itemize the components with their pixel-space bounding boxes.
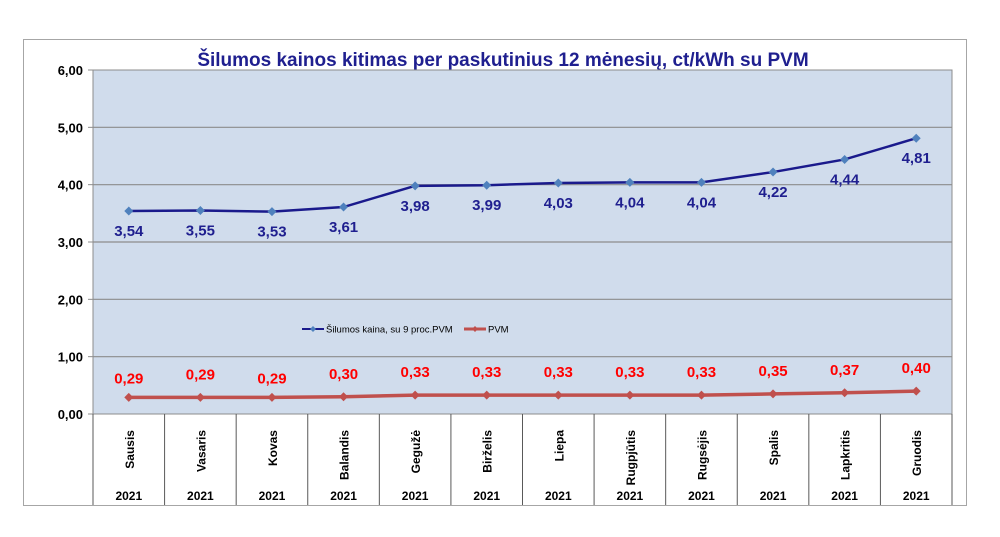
data-point xyxy=(911,386,921,396)
data-label: 0,29 xyxy=(186,366,215,383)
data-point xyxy=(339,202,349,212)
data-point xyxy=(696,390,706,400)
data-label: 0,29 xyxy=(257,370,286,387)
data-point xyxy=(195,205,205,215)
data-label: 3,98 xyxy=(401,198,430,215)
y-tick-label: 4,00 xyxy=(58,178,83,193)
y-tick-label: 3,00 xyxy=(58,235,83,250)
data-point xyxy=(625,390,635,400)
data-label: 3,55 xyxy=(186,222,215,239)
data-point xyxy=(482,390,492,400)
y-tick-label: 0,00 xyxy=(58,407,83,422)
data-point xyxy=(267,207,277,217)
data-point xyxy=(553,178,563,188)
data-point xyxy=(768,167,778,177)
data-label: 4,22 xyxy=(758,184,787,201)
data-label: 0,33 xyxy=(615,364,644,381)
data-point xyxy=(410,181,420,191)
data-point xyxy=(840,388,850,398)
chart-title: Šilumos kainos kitimas per paskutinius 1… xyxy=(197,49,808,71)
legend-marker xyxy=(310,326,316,332)
data-label: 0,33 xyxy=(544,364,573,381)
data-label: 4,04 xyxy=(615,194,645,211)
data-label: 0,33 xyxy=(401,364,430,381)
y-tick-label: 2,00 xyxy=(58,292,83,307)
year-label: 2021 xyxy=(688,489,715,503)
legend-marker xyxy=(472,326,478,332)
x-tick-label: Sausis xyxy=(123,430,137,469)
data-label: 3,54 xyxy=(114,223,144,240)
year-label: 2021 xyxy=(903,489,930,503)
y-tick-label: 1,00 xyxy=(58,350,83,365)
data-point xyxy=(410,390,420,400)
data-label: 4,03 xyxy=(544,195,573,212)
year-label: 2021 xyxy=(545,489,572,503)
data-label: 4,44 xyxy=(830,171,860,188)
x-tick-label: Spalis xyxy=(767,430,781,466)
year-label: 2021 xyxy=(831,489,858,503)
year-label: 2021 xyxy=(402,489,429,503)
data-label: 3,53 xyxy=(257,224,286,241)
x-tick-label: Balandis xyxy=(338,430,352,480)
year-label: 2021 xyxy=(617,489,644,503)
data-point xyxy=(768,389,778,399)
data-label: 0,29 xyxy=(114,370,143,387)
data-point xyxy=(482,180,492,190)
year-label: 2021 xyxy=(187,489,214,503)
series-line-0 xyxy=(128,137,917,213)
data-point xyxy=(911,133,921,143)
data-label: 4,04 xyxy=(687,194,717,211)
data-point xyxy=(339,392,349,402)
year-label: 2021 xyxy=(115,489,142,503)
data-label: 3,61 xyxy=(329,219,358,236)
data-label: 0,33 xyxy=(687,364,716,381)
legend: Šilumos kaina, su 9 proc.PVM PVM xyxy=(302,325,509,336)
data-point xyxy=(124,206,134,216)
data-point xyxy=(840,154,850,164)
x-tick-label: Gegužė xyxy=(409,430,423,474)
x-tick-label: Rugsėjis xyxy=(695,430,709,480)
x-tick-label: Lapkritis xyxy=(839,430,853,480)
data-point xyxy=(195,392,205,402)
legend-label: Šilumos kaina, su 9 proc.PVM xyxy=(326,325,453,336)
x-tick-label: Vasaris xyxy=(194,430,208,472)
series-line-1 xyxy=(128,389,917,400)
data-point xyxy=(696,177,706,187)
data-point xyxy=(267,392,277,402)
year-label: 2021 xyxy=(330,489,357,503)
y-tick-label: 5,00 xyxy=(58,120,83,135)
y-tick-label: 6,00 xyxy=(58,63,83,78)
data-point xyxy=(124,392,134,402)
data-label: 0,37 xyxy=(830,362,859,379)
data-point xyxy=(625,177,635,187)
data-label: 0,33 xyxy=(472,364,501,381)
year-label: 2021 xyxy=(473,489,500,503)
data-label: 0,30 xyxy=(329,366,358,383)
x-tick-label: Gruodis xyxy=(910,430,924,476)
data-point xyxy=(553,390,563,400)
x-tick-label: Rugpjūtis xyxy=(624,430,638,486)
data-label: 0,40 xyxy=(902,360,931,377)
data-label: 4,81 xyxy=(902,150,931,167)
x-tick-label: Kovas xyxy=(266,430,280,466)
x-tick-label: Liepa xyxy=(552,430,566,462)
data-label: 3,99 xyxy=(472,197,501,214)
year-label: 2021 xyxy=(760,489,787,503)
legend-label: PVM xyxy=(488,325,509,336)
x-tick-label: Birželis xyxy=(481,430,495,473)
data-label: 0,35 xyxy=(758,363,787,380)
year-label: 2021 xyxy=(259,489,286,503)
